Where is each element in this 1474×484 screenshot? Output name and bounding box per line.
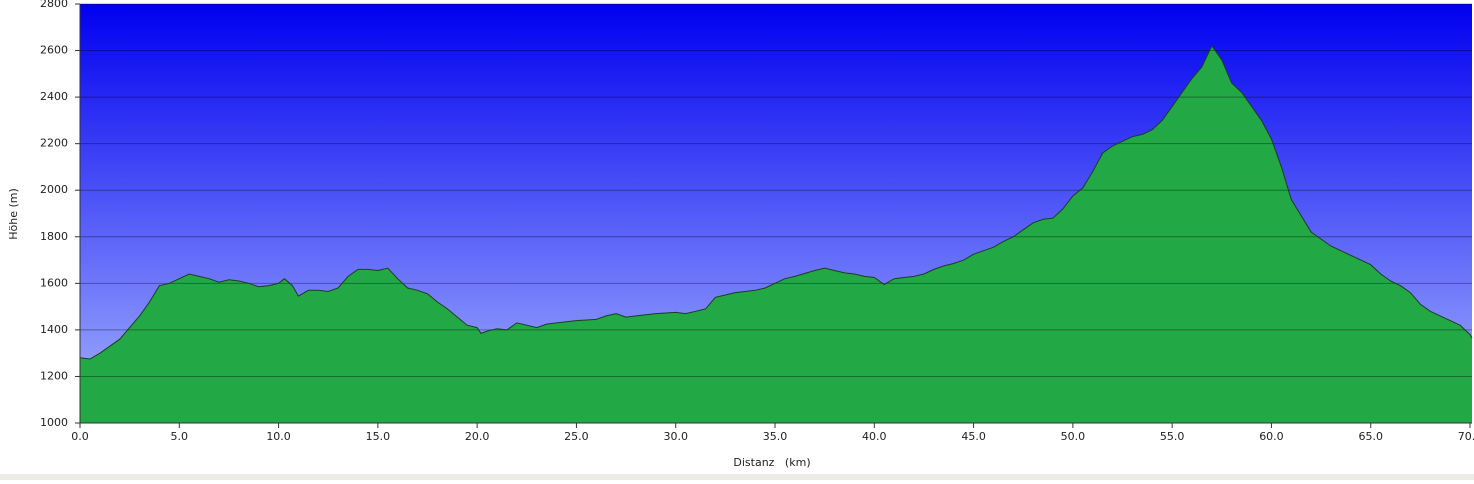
profile-line bbox=[79, 44, 1473, 360]
y-tick-label: 2400 bbox=[40, 90, 68, 103]
x-tick-label: 5.0 bbox=[171, 430, 189, 443]
x-tick-label: 50.0 bbox=[1061, 430, 1086, 443]
footer bbox=[0, 474, 1474, 480]
x-tick-label: 45.0 bbox=[961, 430, 986, 443]
x-tick-label: 25.0 bbox=[564, 430, 589, 443]
y-tick-label: 1400 bbox=[40, 323, 68, 336]
x-tick-label: 35.0 bbox=[763, 430, 788, 443]
x-tick-label: 30.0 bbox=[663, 430, 688, 443]
x-axis-label: Distanz (km) bbox=[733, 456, 810, 469]
y-tick-label: 2000 bbox=[40, 183, 68, 196]
x-tick-label: 20.0 bbox=[465, 430, 490, 443]
y-tick-label: 1600 bbox=[40, 276, 68, 289]
y-tick-label: 1200 bbox=[40, 369, 68, 382]
y-axis-label: Höhe (m) bbox=[7, 188, 20, 240]
x-tick-label: 55.0 bbox=[1160, 430, 1185, 443]
y-tick-label: 2600 bbox=[40, 44, 68, 57]
area bbox=[80, 45, 1472, 424]
x-tick-label: 0.0 bbox=[71, 430, 89, 443]
x-tick-label: 65.0 bbox=[1358, 430, 1383, 443]
y-tick-label: 1800 bbox=[40, 230, 68, 243]
y-tick-label: 2200 bbox=[40, 137, 68, 150]
x-tick-label: 40.0 bbox=[862, 430, 887, 443]
y-tick-label: 1000 bbox=[40, 416, 68, 429]
x-tick-label: 10.0 bbox=[266, 430, 291, 443]
y-tick-label: 2800 bbox=[40, 0, 68, 10]
x-tick-label: 60.0 bbox=[1259, 430, 1284, 443]
x-tick-label: 70.0 bbox=[1458, 430, 1474, 443]
x-tick-label: 15.0 bbox=[366, 430, 391, 443]
